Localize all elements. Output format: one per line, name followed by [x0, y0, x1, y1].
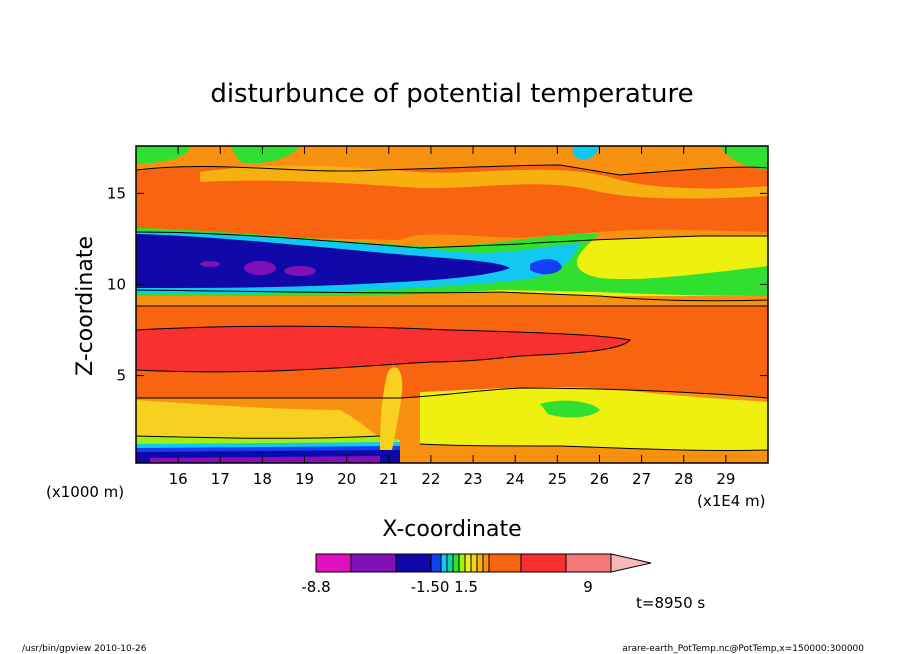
y-axis: 5 10 15: [107, 184, 768, 385]
plume: [380, 367, 403, 450]
colorbar-cell: [430, 553, 442, 573]
y-tick-label: 10: [107, 275, 126, 293]
colorbar-cell: [565, 553, 612, 573]
top-green-mid: [230, 146, 300, 164]
y-axis-label: Z-coordinate: [73, 236, 98, 376]
colorbar-label: 9: [583, 578, 593, 596]
purple-patch-3: [200, 261, 220, 267]
colorbar-cell: [315, 553, 352, 573]
colorbar-cell: [470, 553, 478, 573]
x-tick-label: 28: [674, 470, 693, 488]
x-tick-label: 22: [421, 470, 440, 488]
cold-blue-right: [530, 259, 562, 275]
plot-frame: [135, 145, 769, 464]
colorbar-cell: [482, 553, 490, 573]
x-tick-label: 18: [253, 470, 272, 488]
colorbar-label: -8.8: [301, 578, 330, 596]
footer-right: arare-earth_PotTemp.nc@PotTemp,x=150000:…: [622, 644, 864, 654]
colorbar-label: 1.5: [454, 578, 478, 596]
x-tick-label: 17: [211, 470, 230, 488]
colorbar-cell: [395, 553, 432, 573]
x-tick-label: 26: [590, 470, 609, 488]
y-tick-label: 15: [107, 184, 126, 202]
top-green-right: [720, 146, 768, 170]
purple-patch-1: [244, 261, 276, 275]
x-tick-label: 24: [506, 470, 525, 488]
hot-core: [136, 326, 630, 372]
x-tick-label: 29: [716, 470, 735, 488]
colorbar-arrow: [610, 553, 652, 573]
lower-green: [540, 400, 600, 418]
purple-patch-2: [284, 266, 316, 276]
x-unit-right: (x1E4 m): [697, 492, 766, 510]
colorbar: [315, 553, 652, 573]
top-cyan: [572, 146, 600, 160]
upper-light-band: [200, 165, 768, 199]
x-unit-left: (x1000 m): [46, 483, 124, 501]
x-axis: 16 17 18 19 20 21 22 23 24 25 26 27 28 29: [169, 146, 735, 488]
x-tick-label: 27: [632, 470, 651, 488]
top-green-left: [136, 146, 190, 164]
colorbar-cell: [350, 553, 397, 573]
time-label: t=8950 s: [636, 594, 705, 612]
colorbar-cell: [458, 553, 466, 573]
lower-yellow: [420, 387, 768, 451]
x-axis-label: X-coordinate: [382, 517, 521, 542]
x-tick-label: 16: [169, 470, 188, 488]
x-tick-label: 20: [337, 470, 356, 488]
colorbar-labels: -8.8 -1.50 1.5 9: [301, 578, 592, 596]
colorbar-label: -1.50: [411, 578, 450, 596]
colorbar-cell: [520, 553, 567, 573]
colorbar-cell: [440, 553, 448, 573]
contour-lines: [136, 164, 768, 452]
surface-purple: [150, 456, 380, 463]
colorbar-cell: [464, 553, 472, 573]
colorbar-cell: [446, 553, 454, 573]
x-tick-label: 21: [379, 470, 398, 488]
footer-left: /usr/bin/gpview 2010-10-26: [22, 644, 147, 654]
chart-title: disturbunce of potential temperature: [210, 79, 693, 109]
x-tick-label: 25: [548, 470, 567, 488]
x-tick-label: 23: [464, 470, 483, 488]
colorbar-cell: [488, 553, 522, 573]
colorbar-cell: [452, 553, 460, 573]
cold-layer: [136, 234, 510, 288]
plot-area: [136, 146, 768, 463]
colorbar-cell: [476, 553, 484, 573]
x-tick-label: 19: [295, 470, 314, 488]
y-tick-label: 5: [116, 367, 126, 385]
